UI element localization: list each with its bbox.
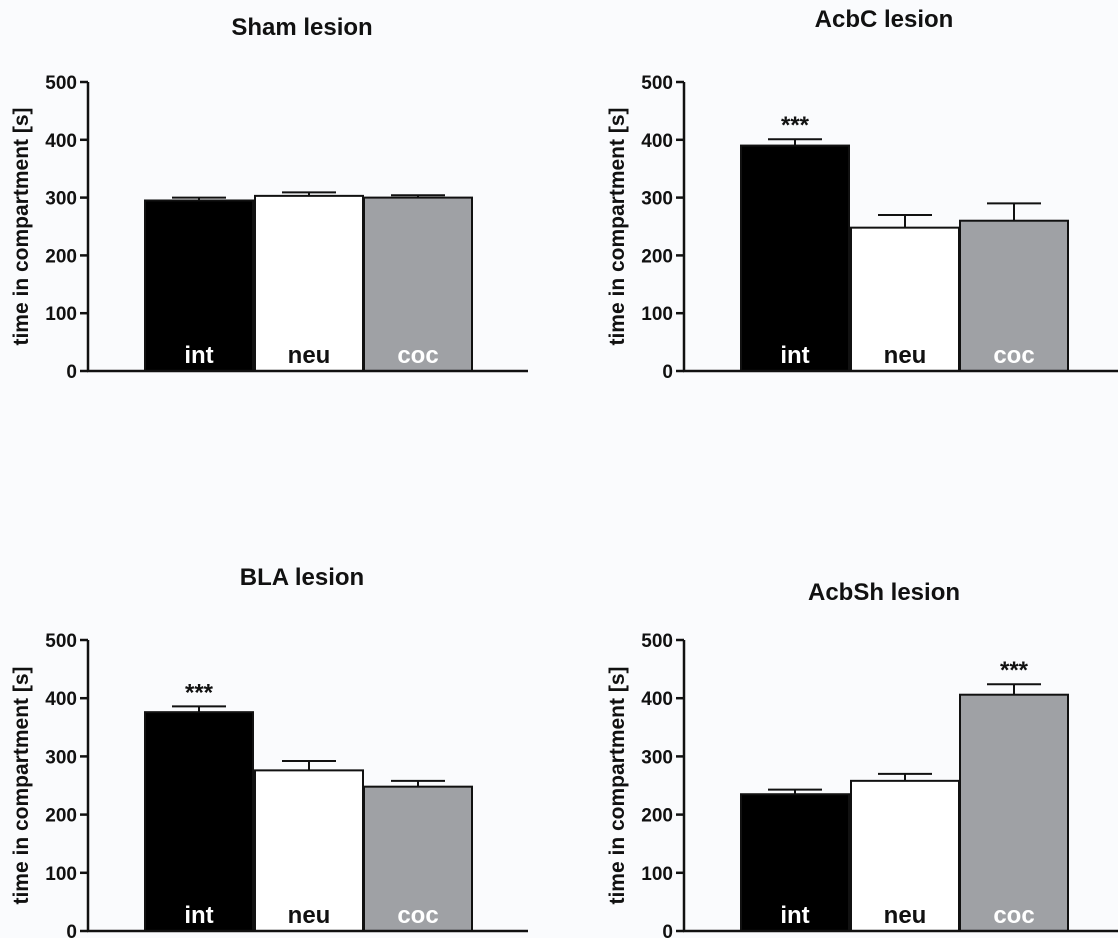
y-tick-label: 400 xyxy=(641,131,673,152)
bar-neu xyxy=(850,226,960,372)
category-label-neu: neu xyxy=(288,902,331,929)
bar-coc xyxy=(959,693,1069,933)
bar-coc xyxy=(363,785,473,932)
category-label-coc: coc xyxy=(993,902,1034,929)
significance-marker: *** xyxy=(185,679,214,706)
y-tick-label: 0 xyxy=(662,362,673,383)
y-tick-label: 300 xyxy=(45,747,77,768)
y-axis-label: time in compartment [s] xyxy=(10,107,33,345)
category-label-int: int xyxy=(780,902,809,929)
category-label-int: int xyxy=(184,902,213,929)
significance-marker: *** xyxy=(781,112,810,139)
bar-int xyxy=(144,199,254,372)
y-tick-label: 0 xyxy=(66,362,77,383)
category-label-int: int xyxy=(780,342,809,369)
y-tick-label: 200 xyxy=(45,806,77,827)
category-label-int: int xyxy=(184,342,213,369)
y-tick-label: 400 xyxy=(45,131,77,152)
category-label-coc: coc xyxy=(397,342,438,369)
bar-coc xyxy=(363,196,473,372)
y-tick-label: 200 xyxy=(641,246,673,267)
category-label-coc: coc xyxy=(993,342,1034,369)
y-tick-label: 200 xyxy=(641,806,673,827)
y-tick-label: 100 xyxy=(641,864,673,885)
y-tick-label: 500 xyxy=(641,631,673,652)
bar-neu xyxy=(850,779,960,932)
y-tick-label: 500 xyxy=(641,73,673,94)
chart-panel-2: AcbC lesion time in compartment [s] int ***… xyxy=(606,6,1118,383)
chart-title: Sham lesion xyxy=(231,14,372,41)
bar-coc xyxy=(959,219,1069,372)
bar-int xyxy=(144,711,254,933)
y-tick-label: 100 xyxy=(45,304,77,325)
y-tick-label: 500 xyxy=(45,73,77,94)
category-label-neu: neu xyxy=(884,902,927,929)
y-tick-label: 0 xyxy=(662,922,673,938)
y-tick-label: 200 xyxy=(45,246,77,267)
chart-panel-3: BLA lesion time in compartment [s] int *** n… xyxy=(10,564,528,938)
y-tick-label: 300 xyxy=(641,189,673,210)
bar-int xyxy=(740,144,850,372)
chart-panel-4: AcbSh lesion time in compartment [s] int ne… xyxy=(606,579,1118,938)
y-tick-label: 500 xyxy=(45,631,77,652)
category-label-coc: coc xyxy=(397,902,438,929)
y-tick-label: 100 xyxy=(641,304,673,325)
y-axis-label: time in compartment [s] xyxy=(606,107,629,345)
category-label-neu: neu xyxy=(288,342,331,369)
y-axis-label: time in compartment [s] xyxy=(10,666,33,904)
y-axis-label: time in compartment [s] xyxy=(606,666,629,904)
category-label-neu: neu xyxy=(884,342,927,369)
chart-panel-1: Sham lesion time in compartment [s] int neu… xyxy=(10,14,528,383)
y-tick-label: 400 xyxy=(45,689,77,710)
chart-title: AcbC lesion xyxy=(815,6,954,33)
chart-title: BLA lesion xyxy=(240,564,364,591)
y-tick-label: 0 xyxy=(66,922,77,938)
y-tick-label: 400 xyxy=(641,689,673,710)
y-tick-label: 300 xyxy=(641,747,673,768)
significance-marker: *** xyxy=(1000,657,1029,684)
y-tick-label: 100 xyxy=(45,864,77,885)
y-tick-label: 300 xyxy=(45,189,77,210)
bar-neu xyxy=(254,769,364,932)
chart-title: AcbSh lesion xyxy=(808,579,960,606)
bar-int xyxy=(740,793,850,932)
